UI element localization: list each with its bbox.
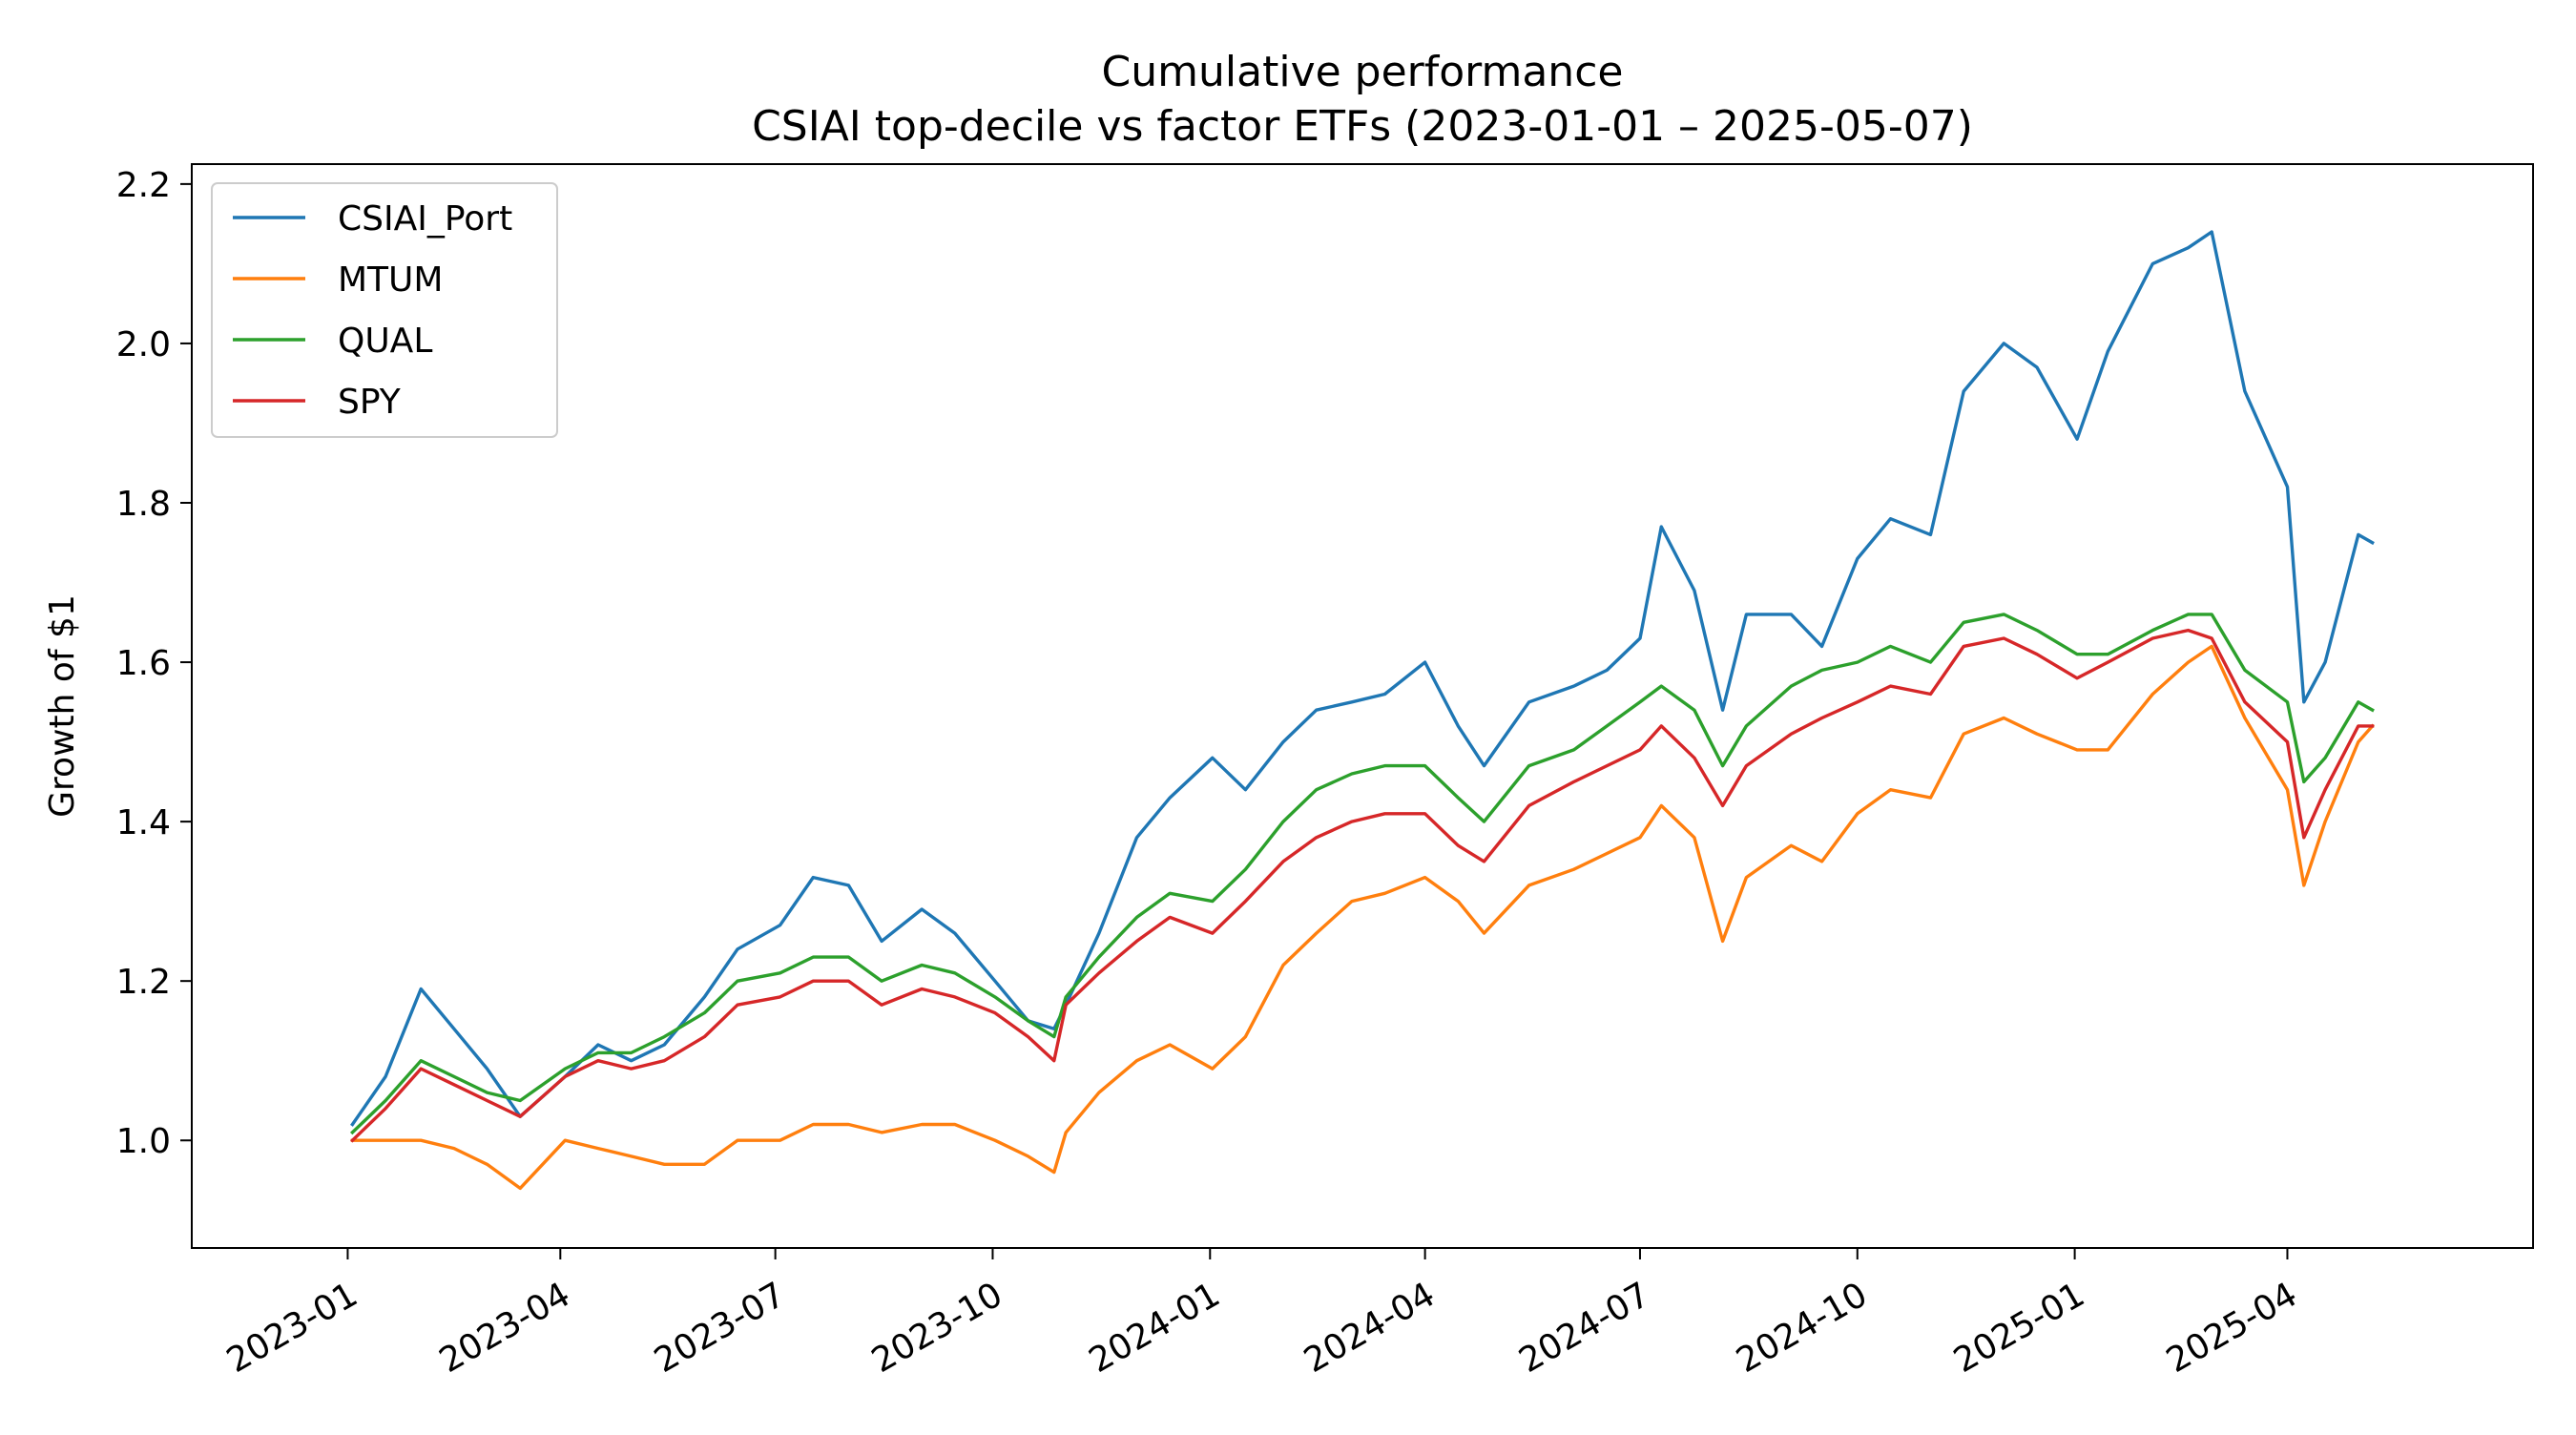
series-line-qual [349, 613, 2375, 1135]
y-axis: 1.0 1.2 1.4 1.6 1.8 2.0 2.2 [116, 166, 192, 1161]
y-tick-label: 2.0 [116, 325, 171, 364]
y-tick-label: 1.6 [116, 644, 171, 683]
series-line-spy [349, 628, 2375, 1143]
y-axis-label: Growth of $1 [43, 594, 82, 818]
legend-entries: CSIAI_Port MTUM QUAL SPY [233, 199, 512, 422]
series-line-mtum [350, 644, 2375, 1191]
y-tick-label: 1.2 [116, 963, 171, 1002]
y-tick-label: 1.4 [116, 803, 171, 842]
y-tick-label: 1.0 [116, 1122, 171, 1161]
chart-title: Cumulative performance [1102, 48, 1624, 96]
y-tick-label: 1.8 [116, 485, 171, 524]
chart-subtitle: CSIAI top-decile vs factor ETFs (2023-01… [752, 102, 1973, 151]
legend: CSIAI_Port MTUM QUAL SPY [211, 182, 558, 438]
legend-label: CSIAI_Port [338, 199, 512, 239]
legend-label: SPY [338, 383, 402, 422]
legend-label: MTUM [338, 260, 443, 300]
series-line-csiai-port [350, 230, 2375, 1127]
y-tick-label: 2.2 [116, 166, 171, 205]
legend-label: QUAL [338, 322, 432, 361]
series-lines [349, 230, 2375, 1191]
plot-frame [191, 163, 2534, 1249]
legend-box [211, 182, 558, 438]
